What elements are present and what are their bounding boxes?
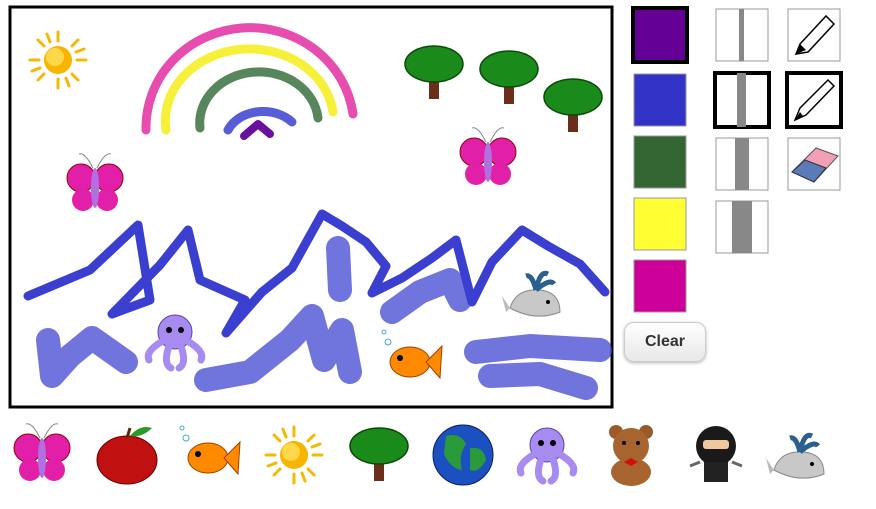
stamp-option-bear[interactable] xyxy=(609,425,653,486)
brush-size-4[interactable] xyxy=(715,200,769,254)
stamp-option-octopus[interactable] xyxy=(520,428,574,481)
stamp-sun xyxy=(28,30,88,90)
stamp-option-fish[interactable] xyxy=(179,425,241,475)
tool-eraser[interactable] xyxy=(787,137,841,191)
stamp-option-ninja[interactable] xyxy=(689,426,743,482)
color-swatch-purple[interactable] xyxy=(631,6,689,64)
color-swatch-green[interactable] xyxy=(633,135,687,189)
stamp-option-whale[interactable] xyxy=(766,435,824,478)
color-swatch-magenta[interactable] xyxy=(633,259,687,313)
color-swatch-yellow[interactable] xyxy=(633,197,687,251)
stamp-option-tree[interactable] xyxy=(349,427,409,482)
stamp-option-apple[interactable] xyxy=(96,427,158,485)
brush-size-1[interactable] xyxy=(715,8,769,62)
stamp-option-sun[interactable] xyxy=(264,425,324,485)
canvas-drawing xyxy=(23,23,612,400)
tool-pencil[interactable] xyxy=(785,71,843,129)
brush-size-3[interactable] xyxy=(715,137,769,191)
stamp-option-globe[interactable] xyxy=(432,424,494,486)
tool-marker[interactable] xyxy=(787,8,841,62)
stamp-option-butterfly[interactable] xyxy=(13,423,71,482)
color-swatch-blue[interactable] xyxy=(633,73,687,127)
clear-button[interactable]: Clear xyxy=(624,322,706,362)
brush-size-2[interactable] xyxy=(713,71,771,129)
